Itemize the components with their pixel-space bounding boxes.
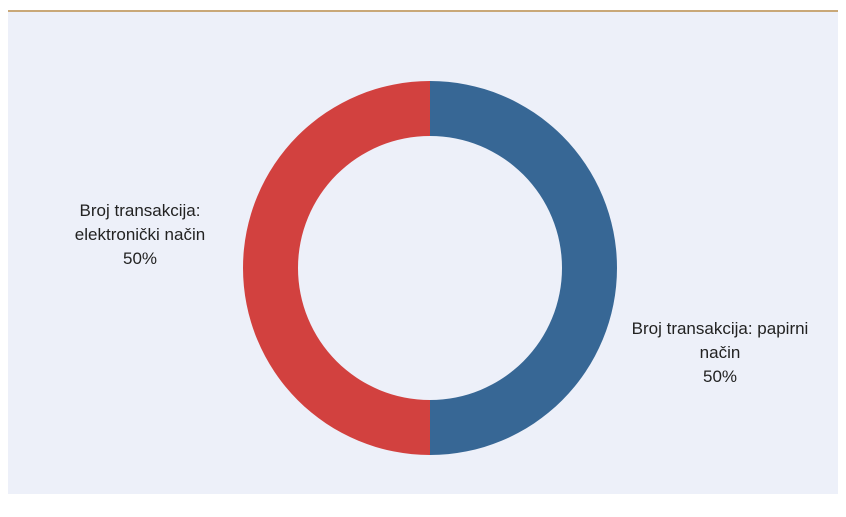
value-label: 50% [122,249,158,268]
category-label: Broj transakcija: papirni način [631,319,809,362]
chart [243,81,617,455]
donut-segment [430,81,617,455]
value-label: 50% [702,367,738,386]
category-label: Broj transakcija: elektronički način [74,201,206,244]
segment-label: Broj transakcija: elektronički način 50% [45,199,235,271]
chart-panel: Broj transakcija: papirni način 50% Broj t… [8,10,838,494]
donut-segment [243,81,430,455]
segment-label: Broj transakcija: papirni način 50% [625,317,815,389]
